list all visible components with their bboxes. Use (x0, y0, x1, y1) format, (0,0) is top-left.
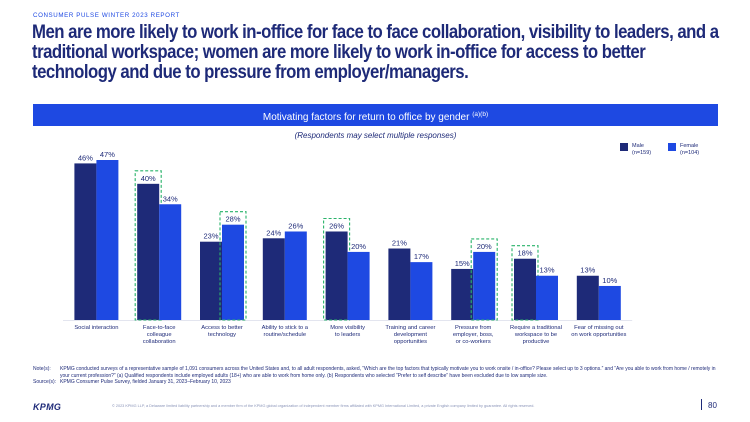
kpmg-logo: KPMG (33, 402, 62, 412)
category-label-line: More visibility (330, 325, 365, 331)
category-label-line: on work opportunities (571, 332, 626, 338)
notes-text: KPMG conducted surveys of a representati… (60, 366, 716, 379)
category-label-line: opportunities (394, 339, 427, 345)
source-text: KPMG Consumer Pulse Survey, fielded Janu… (60, 379, 231, 385)
bar-male-8 (576, 275, 599, 320)
source-label: Source(s): (33, 379, 57, 385)
legend-label-female: Female (680, 143, 699, 149)
bar-male-4 (325, 231, 348, 320)
category-label-line: Social interaction (74, 325, 118, 331)
legend-sample-female: (n=104) (680, 150, 700, 156)
data-label-male-7: 18% (517, 249, 532, 258)
category-label-line: Face-to-face (143, 325, 176, 331)
category-label-0: Social interaction (74, 325, 118, 331)
category-label-line: Ability to stick to a (262, 325, 309, 331)
page-number: 80 (708, 401, 717, 410)
legend-label-male: Male (632, 143, 644, 149)
headline-line-1: Men are more likely to work in-office fo… (32, 21, 719, 43)
category-label-3: Ability to stick to a routine/schedule (262, 325, 309, 338)
category-label-line: routine/schedule (264, 332, 307, 338)
bar-male-1 (137, 183, 160, 320)
bar-female-0 (96, 160, 119, 320)
bar-male-5 (388, 248, 411, 320)
chart-title: Motivating factors for return to office … (262, 112, 470, 123)
bar-male-2 (200, 241, 222, 320)
notes-label: Note(s): (33, 366, 51, 372)
category-label-line: employer, boss, (453, 332, 494, 338)
bar-female-8 (598, 285, 621, 320)
data-label-female-4: 20% (351, 242, 366, 251)
category-label-4: More visibility to leaders (330, 325, 365, 338)
legend-swatch-male (620, 143, 628, 151)
chart-title-banner: Motivating factors for return to office … (33, 104, 718, 126)
bar-female-5 (410, 262, 433, 320)
data-label-male-8: 13% (580, 266, 595, 275)
headline-line-3: technology and due to pressure from empl… (32, 61, 469, 83)
footer-divider (701, 399, 702, 410)
data-label-female-1: 34% (163, 194, 178, 203)
data-label-male-1: 40% (141, 174, 156, 183)
report-label: CONSUMER PULSE WINTER 2023 REPORT (33, 12, 180, 19)
data-label-male-3: 24% (266, 228, 281, 237)
category-label-line: or co-workers (456, 339, 491, 345)
bar-female-3 (284, 231, 307, 320)
data-label-male-4: 26% (329, 221, 344, 230)
category-label-line: technology (208, 332, 236, 338)
legend-sample-male: (n=159) (632, 150, 652, 156)
data-label-female-6: 20% (477, 242, 492, 251)
data-label-female-2: 28% (225, 215, 240, 224)
bar-male-6 (451, 268, 474, 320)
data-label-male-2: 23% (203, 232, 218, 241)
bar-male-0 (74, 163, 97, 320)
notes-block: Note(s): KPMG conducted surveys of a rep… (33, 366, 723, 386)
data-label-female-8: 10% (602, 276, 617, 285)
bar-female-2 (222, 224, 244, 320)
data-label-female-0: 47% (100, 150, 115, 159)
bar-male-7 (514, 258, 536, 320)
data-label-female-3: 26% (288, 221, 303, 230)
bar-female-6 (473, 251, 496, 320)
footer-copyright: © 2023 KPMG LLP, a Delaware limited liab… (112, 404, 535, 408)
chart-title-superscript: (a)(b) (472, 111, 489, 118)
category-label-line: Access to better (201, 325, 243, 331)
highlight-box-female-6 (470, 238, 498, 321)
category-label-8: Fear of missing out on work opportunities (571, 325, 626, 338)
data-label-male-6: 15% (455, 259, 470, 268)
data-label-male-5: 21% (392, 239, 407, 248)
category-label-line: workspace to be (514, 332, 557, 338)
category-label-line: Pressure from (455, 325, 492, 331)
page-title: Men are more likely to work in-office fo… (32, 21, 719, 83)
category-label-6: Pressure from employer, boss, or co-worker… (453, 325, 494, 345)
chart-subtitle: (Respondents may select multiple respons… (294, 131, 457, 140)
category-label-line: collaboration (143, 339, 176, 345)
headline-line-2: traditional workspace; women are more li… (32, 41, 646, 63)
category-label-1: Face-to-face colleague collaboration (143, 325, 176, 345)
bar-female-1 (159, 204, 182, 320)
category-label-line: Fear of missing out (574, 325, 624, 331)
data-label-female-5: 17% (414, 252, 429, 261)
category-label-line: Require a traditional (510, 325, 562, 331)
bar-male-3 (262, 238, 285, 320)
category-label-line: to leaders (335, 332, 361, 338)
data-label-female-7: 13% (539, 266, 554, 275)
legend-swatch-female (668, 143, 676, 151)
highlight-box-female-2 (219, 211, 247, 321)
category-label-7: Require a traditional workspace to be prod… (510, 325, 562, 345)
category-label-line: colleague (147, 332, 172, 338)
highlight-box-male-7 (511, 245, 539, 321)
category-label-line: Training and career (385, 325, 435, 331)
category-label-5: Training and career development opportunit… (385, 325, 435, 345)
category-label-2: Access to better technology (201, 325, 243, 338)
category-label-line: productive (523, 339, 550, 345)
bar-female-4 (347, 251, 370, 320)
data-label-male-0: 46% (78, 153, 93, 162)
bar-female-7 (536, 275, 558, 320)
category-label-line: development (394, 332, 428, 338)
